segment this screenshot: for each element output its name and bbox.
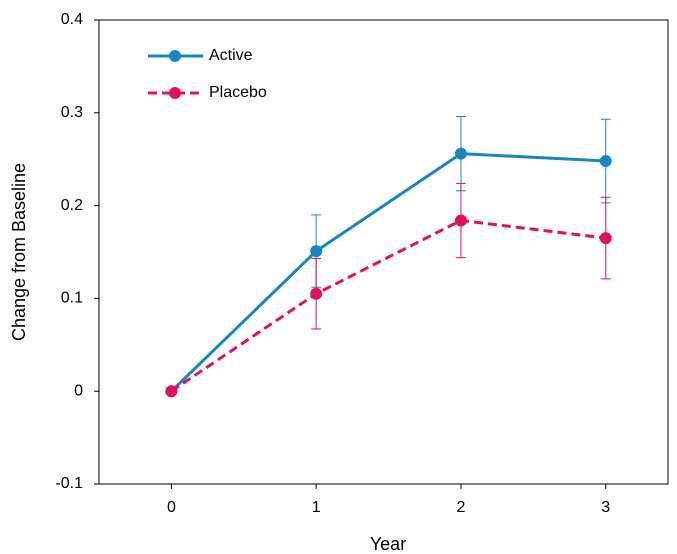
data-point [599, 155, 612, 168]
y-tick-label: 0.3 [61, 104, 83, 121]
x-axis-title: Year [370, 534, 406, 554]
data-point [454, 147, 467, 160]
legend-label: Active [209, 47, 253, 64]
series-line [170, 218, 606, 393]
y-axis-title: Change from Baseline [9, 163, 29, 341]
data-point [454, 214, 467, 227]
y-tick-label: 0.2 [61, 197, 83, 214]
x-tick-label: 2 [457, 499, 466, 516]
x-tick-label: 1 [312, 499, 321, 516]
data-point [165, 385, 178, 398]
y-tick-label: 0 [74, 382, 83, 399]
data-point [599, 232, 612, 245]
legend-marker [169, 50, 181, 62]
x-tick-label: 0 [167, 499, 176, 516]
data-point [310, 245, 323, 258]
y-tick-label: -0.1 [55, 475, 83, 492]
y-tick-label: 0.1 [61, 290, 83, 307]
series-line [170, 152, 606, 393]
data-point [310, 287, 323, 300]
legend-label: Placebo [209, 84, 267, 101]
legend-marker [169, 87, 181, 99]
plot-frame [98, 19, 669, 485]
x-tick-label: 3 [601, 499, 610, 516]
y-tick-label: 0.4 [61, 11, 83, 28]
